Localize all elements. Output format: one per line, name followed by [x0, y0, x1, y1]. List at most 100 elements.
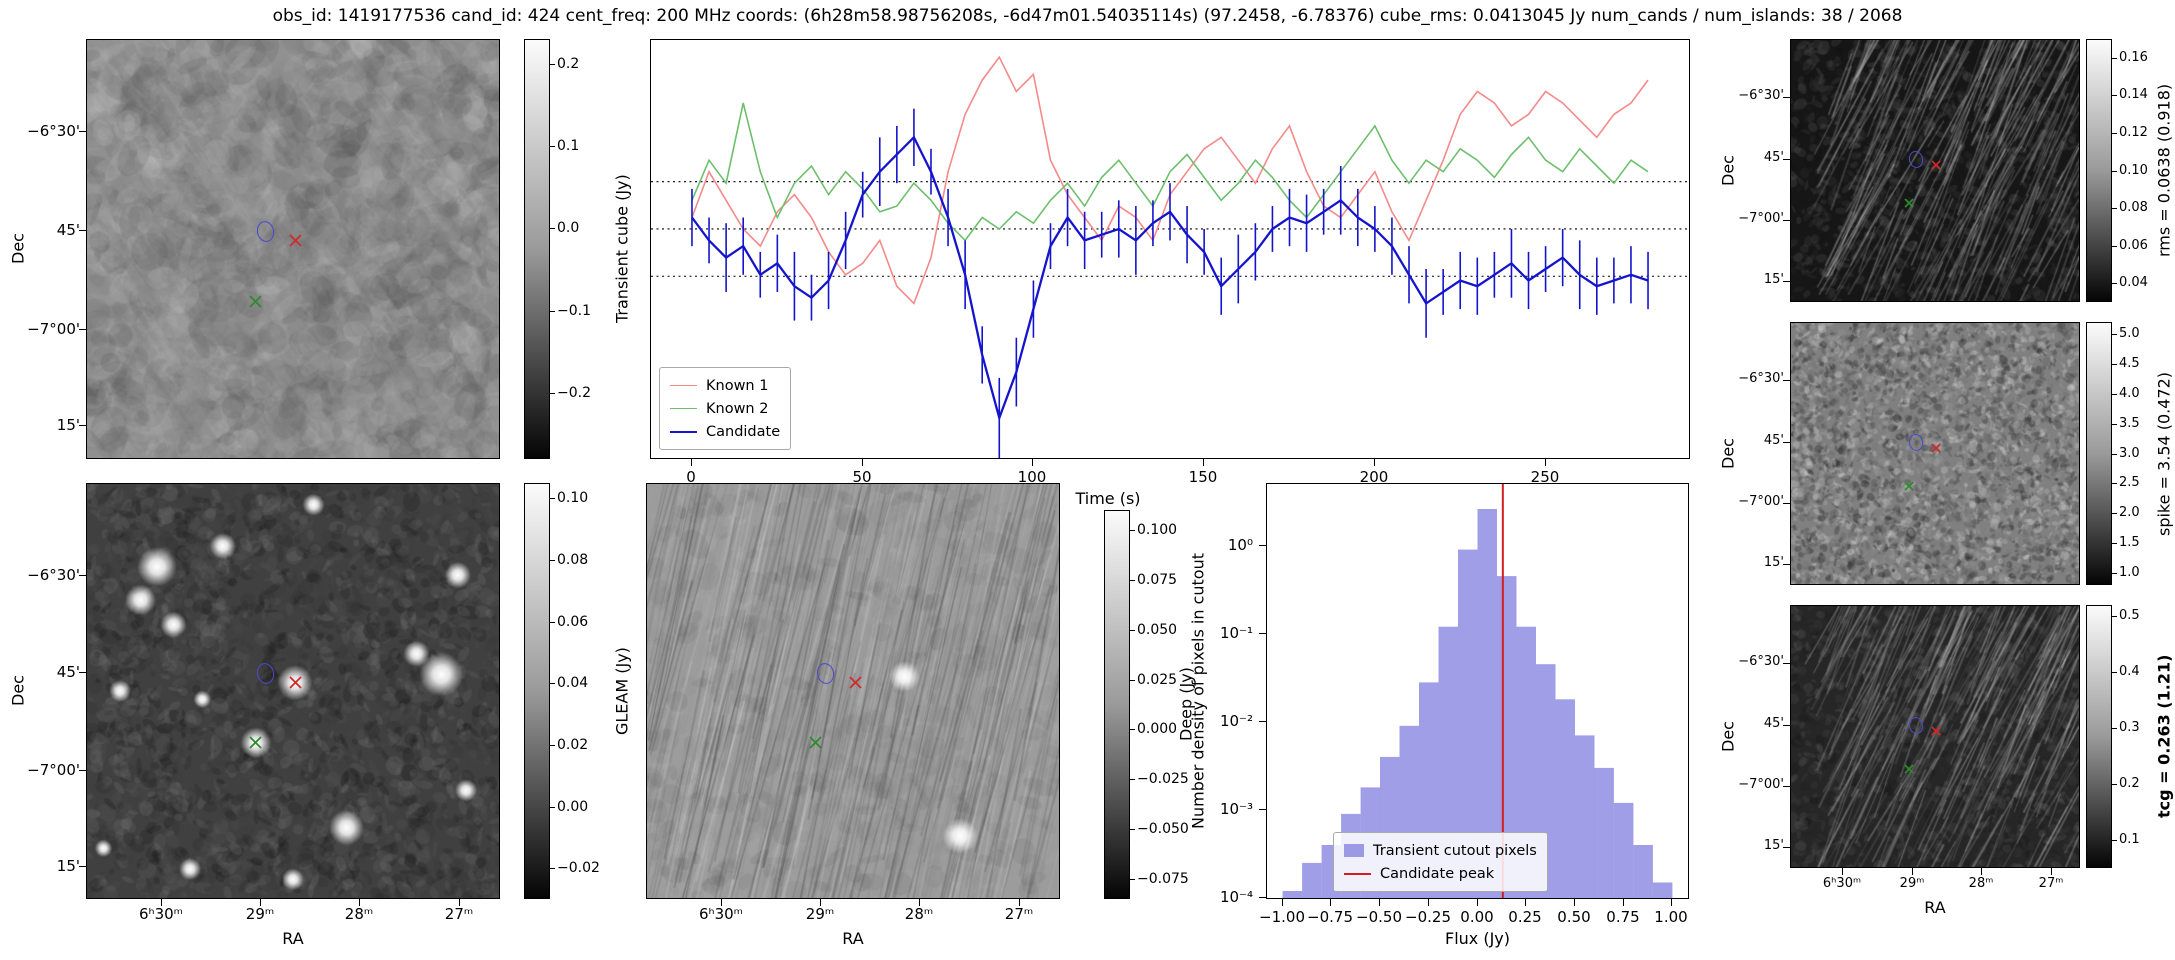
known2-x-marker	[1904, 764, 1914, 774]
tick-label: 0.12	[2119, 125, 2148, 140]
tick-label: 0.04	[2119, 275, 2148, 290]
tick-label: 28ᵐ	[344, 905, 374, 923]
tick-mark	[459, 899, 460, 906]
tick-mark	[161, 899, 162, 906]
tick-mark	[550, 868, 555, 869]
tick-mark	[79, 329, 86, 330]
gleam-cutout-image	[87, 484, 499, 898]
tick-label: 10⁻²	[1219, 712, 1253, 730]
tick-mark	[1032, 459, 1033, 466]
tick-label: 150	[1188, 468, 1218, 486]
tick-label: 27ᵐ	[1004, 905, 1034, 923]
tick-label: −7°00'	[27, 761, 80, 779]
candidate-legend-label: Candidate	[706, 423, 781, 440]
tick-label: 0.3	[2119, 720, 2140, 735]
tcg-colorbar-label: tcg = 0.263 (1.21)	[2154, 654, 2174, 819]
tick-mark	[1203, 459, 1204, 466]
tick-label: 29ᵐ	[245, 905, 275, 923]
tick-mark	[2112, 840, 2117, 841]
tick-label: −0.2	[557, 385, 591, 401]
tick-label: 0.08	[557, 552, 589, 568]
tick-mark	[1130, 580, 1135, 581]
histogram-legend: Transient cutout pixels Candidate peak	[1333, 832, 1548, 892]
tick-label: 0.00	[1460, 908, 1494, 926]
tick-label: −6°30'	[1738, 88, 1784, 103]
dec-axis-label: Dec	[8, 675, 28, 707]
tick-label: −0.025	[1137, 771, 1189, 787]
tick-mark	[1783, 380, 1790, 381]
tick-mark	[550, 228, 555, 229]
candidate-legend-line	[670, 430, 697, 433]
known2-x-marker	[249, 295, 263, 308]
tick-mark	[1783, 97, 1790, 98]
tick-mark	[2112, 208, 2117, 209]
tick-label: 0.4	[2119, 664, 2140, 679]
tick-label: 29ᵐ	[1899, 876, 1925, 891]
tick-mark	[550, 560, 555, 561]
tick-label: 3.5	[2119, 416, 2140, 431]
tick-label: 0.100	[1137, 522, 1178, 538]
figure-title: obs_id: 1419177536 cand_id: 424 cent_fre…	[272, 6, 1903, 26]
tick-label: 10⁰	[1227, 536, 1253, 554]
known1-legend-label: Known 1	[706, 377, 769, 394]
tick-mark	[2112, 616, 2117, 617]
transient-cutout-image	[87, 40, 499, 458]
tick-mark	[79, 230, 86, 231]
tick-mark	[2112, 246, 2117, 247]
tick-label: 6ʰ30ᵐ	[698, 905, 744, 923]
legend-row: Known 2	[670, 397, 780, 420]
tick-label: 2.5	[2119, 475, 2140, 490]
tick-mark	[550, 745, 555, 746]
tick-mark	[550, 683, 555, 684]
tick-mark	[820, 899, 821, 906]
tick-mark	[2112, 784, 2117, 785]
tick-mark	[1019, 899, 1020, 906]
tick-label: −7°00'	[27, 320, 80, 338]
tick-label: 15'	[1763, 555, 1784, 570]
tick-mark	[1783, 564, 1790, 565]
tick-label: 200	[1359, 468, 1389, 486]
tick-mark	[2112, 543, 2117, 544]
tick-mark	[1130, 779, 1135, 780]
tick-mark	[1623, 899, 1624, 906]
tick-label: 0.0	[557, 220, 580, 236]
deep-cutout-panel	[646, 483, 1060, 899]
tick-label: 29ᵐ	[805, 905, 835, 923]
tick-mark	[919, 899, 920, 906]
tick-label: 0.50	[1557, 908, 1591, 926]
tick-mark	[79, 866, 86, 867]
tick-mark	[550, 311, 555, 312]
tick-label: 0.00	[557, 799, 589, 815]
ra-axis-label: RA	[1924, 898, 1946, 917]
tick-mark	[2112, 728, 2117, 729]
tick-mark	[1259, 809, 1266, 810]
tick-label: 0.10	[2119, 163, 2148, 178]
tick-label: 0.050	[1137, 622, 1178, 638]
tick-mark	[79, 575, 86, 576]
tick-mark	[2112, 483, 2117, 484]
ra-axis-label: RA	[842, 929, 864, 948]
transient-cutout-panel	[86, 39, 500, 459]
transient-colorbar	[524, 39, 550, 459]
tick-mark	[1545, 459, 1546, 466]
tick-mark	[550, 622, 555, 623]
tick-mark	[1783, 220, 1790, 221]
known2-legend-line	[670, 408, 697, 409]
tick-label: 5.0	[2119, 326, 2140, 341]
tick-mark	[1130, 630, 1135, 631]
tick-label: 45'	[56, 663, 80, 681]
tick-mark	[1259, 633, 1266, 634]
tick-label: 2.0	[2119, 505, 2140, 520]
rms-colorbar	[2086, 39, 2112, 302]
tick-mark	[2112, 364, 2117, 365]
tick-mark	[550, 393, 555, 394]
tick-mark	[2112, 573, 2117, 574]
tick-label: −0.02	[557, 860, 600, 876]
tick-mark	[1428, 899, 1429, 906]
tick-label: −7°00'	[1738, 777, 1784, 792]
tick-mark	[2112, 513, 2117, 514]
tick-label: −6°30'	[1738, 654, 1784, 669]
tick-label: 0.10	[557, 490, 589, 506]
tick-label: 15'	[56, 857, 80, 875]
tick-label: −6°30'	[1738, 371, 1784, 386]
